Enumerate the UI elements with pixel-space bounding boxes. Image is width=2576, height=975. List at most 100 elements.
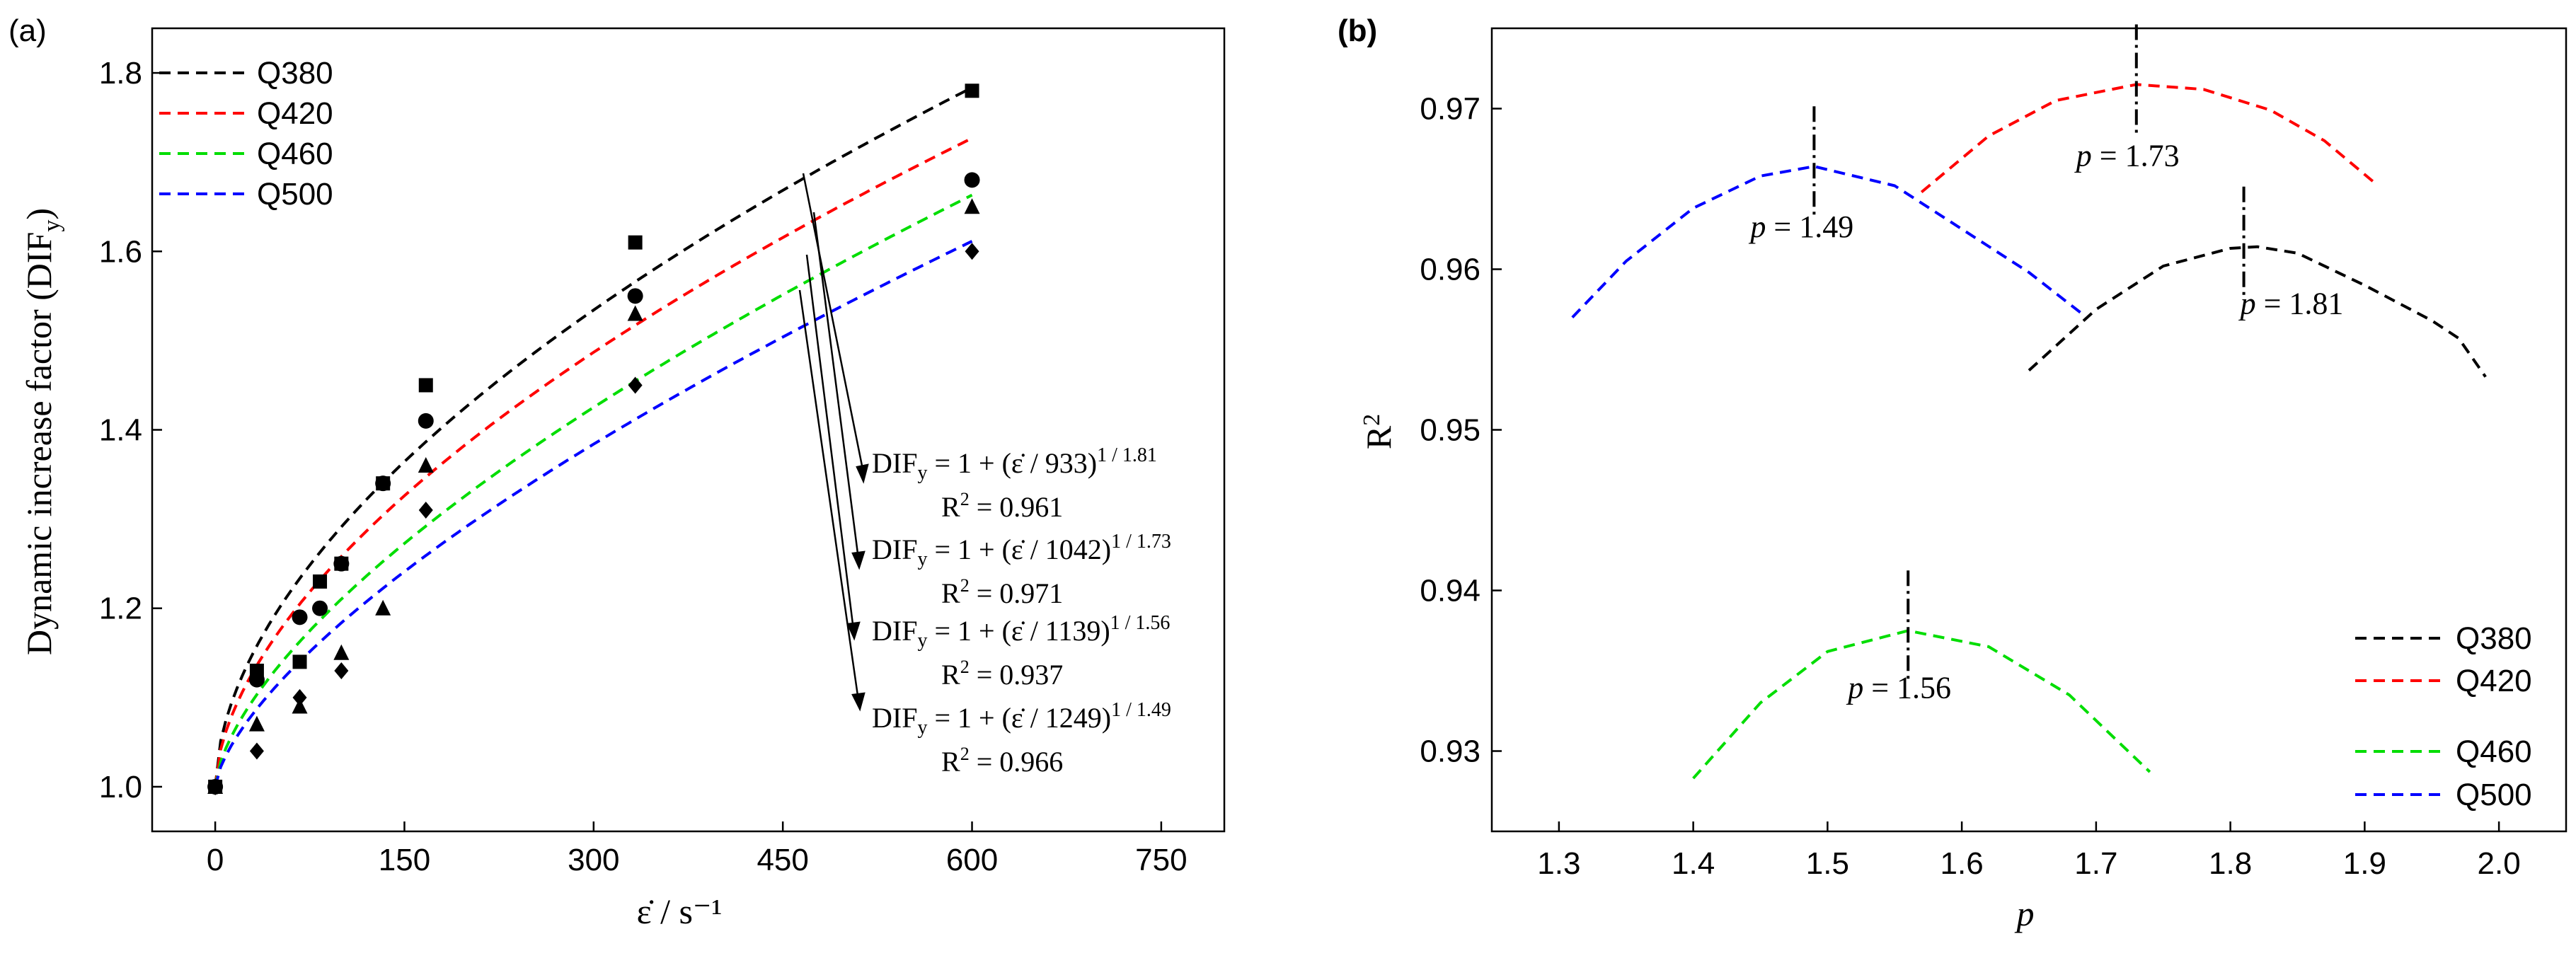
x-tick-label-b: 2.0: [2478, 846, 2521, 881]
data-point-q420: [375, 475, 391, 492]
data-point-q460: [964, 198, 980, 214]
r2-exp-q500: 2: [960, 744, 970, 764]
data-point-q420: [333, 555, 350, 572]
x-tick-label-a: 0: [207, 843, 224, 877]
r2-r-q420: R: [941, 577, 960, 609]
legend-a-label-q500: Q500: [257, 177, 333, 212]
x-tick-label-b: 1.3: [1537, 846, 1580, 881]
r2-q500: R2 = 0.966: [941, 744, 1063, 778]
y-axis-label-b: R2: [1359, 414, 1398, 449]
eq-exp-q380: 1 / 1.81: [1097, 444, 1157, 466]
r2-q460: R2 = 0.937: [941, 657, 1063, 691]
x-tick-label-b: 1.4: [1672, 846, 1715, 881]
eq-dif-q500: DIF: [872, 702, 917, 734]
equation-q420: DIFy = 1 + (ε̇ / 1042)1 / 1.73: [872, 531, 1171, 570]
y-tick-label-b: 0.97: [1420, 92, 1480, 127]
eq-body-q420: = 1 + (ε̇ / 1042): [927, 533, 1111, 565]
legend-b-label-q420: Q420: [2456, 664, 2532, 698]
r2-q380: R2 = 0.961: [941, 489, 1063, 523]
r2-r-q380: R: [941, 491, 960, 523]
arrowhead-q500: [851, 692, 866, 712]
arrow-q460: [805, 254, 855, 630]
equation-q500: DIFy = 1 + (ε̇ / 1249)1 / 1.49: [872, 699, 1171, 739]
equation-q380: DIFy = 1 + (ε̇ / 933)1 / 1.81: [872, 444, 1157, 484]
data-point-q460: [375, 599, 391, 616]
panel-b-tag: (b): [1338, 13, 1377, 48]
peak-label-3: p = 1.49: [1748, 209, 1853, 244]
equation-arrows: [798, 173, 869, 712]
data-point-q460: [627, 305, 643, 321]
arrow-q500: [798, 289, 860, 701]
data-point-q380: [628, 235, 643, 250]
eq-exp-q460: 1 / 1.56: [1110, 612, 1171, 634]
peak-label-p-3: p: [1748, 209, 1766, 244]
peak-label-1: p = 1.73: [2074, 138, 2180, 173]
eq-body-q500: = 1 + (ε̇ / 1249): [927, 702, 1111, 734]
y-label-main-b: R: [1359, 425, 1398, 449]
data-point-q420: [312, 600, 328, 616]
legend-a: Q380 Q420 Q460 Q500: [159, 56, 333, 212]
x-tick-label-a: 450: [757, 843, 808, 877]
panel-b: (b) 1.3 1.4 1.5 1.6 1.7 1.8 1.9 2.0 0.93 0.94 0.95…: [1338, 13, 2568, 933]
r2-curve-q420: [1920, 83, 2379, 194]
y-tick-label-a: 1.6: [99, 234, 142, 269]
peak-label-p-2: p: [1846, 670, 1863, 705]
arrowhead-q460: [846, 621, 861, 641]
data-points-a: [207, 83, 980, 795]
plot-frame-b: [1490, 27, 2568, 833]
peak-label-val-2: = 1.56: [1863, 670, 1951, 705]
peak-label-0: p = 1.81: [2238, 287, 2344, 321]
r2-q420: R2 = 0.971: [941, 575, 1063, 609]
x-tick-label-a: 600: [946, 843, 998, 877]
data-point-q380: [313, 574, 328, 589]
data-point-q420: [418, 412, 434, 429]
eq-sub-q460: y: [917, 630, 927, 652]
y-label-exp-b: 2: [1359, 414, 1385, 426]
x-axis-label-a: ε̇ / s⁻¹: [637, 892, 723, 931]
axis-ticks-a: 0 150 300 450 600 750 1.0 1.2 1.4 1.6 1.8: [99, 56, 1188, 877]
y-tick-label-b: 0.94: [1420, 574, 1480, 608]
eq-body-q460: = 1 + (ε̇ / 1139): [927, 615, 1110, 647]
data-point-q420: [248, 671, 265, 688]
legend-a-label-q380: Q380: [257, 56, 333, 91]
eq-dif-q460: DIF: [872, 615, 917, 647]
data-point-q500: [334, 662, 349, 679]
eq-exp-q500: 1 / 1.49: [1111, 699, 1171, 721]
data-point-q380: [965, 83, 979, 98]
arrow-q380: [802, 173, 865, 473]
eq-dif-q380: DIF: [872, 447, 917, 479]
r2-exp-q420: 2: [960, 575, 970, 596]
fit-curve-q500: [214, 240, 973, 788]
data-point-q460: [418, 456, 434, 473]
eq-body-q380: = 1 + (ε̇ / 933): [927, 447, 1097, 479]
y-tick-label-b: 0.96: [1420, 253, 1480, 287]
legend-a-label-q420: Q420: [257, 96, 333, 131]
data-point-q420: [964, 172, 980, 188]
fit-curves-b: [1571, 83, 2487, 780]
r2-val-q420: = 0.971: [970, 577, 1064, 609]
r2-r-q500: R: [941, 746, 960, 778]
equation-q460: DIFy = 1 + (ε̇ / 1139)1 / 1.56: [872, 612, 1170, 652]
legend-a-label-q460: Q460: [257, 137, 333, 171]
y-label-close-a: ): [19, 208, 59, 220]
y-tick-label-b: 0.95: [1420, 413, 1480, 448]
eq-sub-q380: y: [917, 462, 927, 484]
fit-curve-q420: [214, 137, 973, 788]
r2-val-q460: = 0.937: [970, 659, 1064, 691]
data-point-q500: [292, 688, 307, 706]
fit-equations: DIFy = 1 + (ε̇ / 933)1 / 1.81 R2 = 0.961…: [872, 444, 1171, 778]
annotations-b: p = 1.81p = 1.73p = 1.56p = 1.49: [1748, 24, 2343, 705]
r2-exp-q460: 2: [960, 657, 970, 677]
fit-curve-q380: [214, 86, 973, 788]
data-point-q500: [208, 778, 223, 795]
data-point-q500: [249, 742, 264, 760]
legend-b-label-q500: Q500: [2456, 778, 2532, 812]
data-point-q460: [248, 715, 265, 732]
eq-sub-q500: y: [917, 717, 927, 739]
y-tick-label-a: 1.8: [99, 56, 142, 91]
x-axis-label-b: p: [2015, 894, 2035, 933]
y-tick-label-a: 1.0: [99, 770, 142, 804]
peak-label-val-3: = 1.49: [1766, 209, 1853, 244]
data-point-q420: [292, 609, 308, 625]
x-tick-label-b: 1.9: [2343, 846, 2386, 881]
